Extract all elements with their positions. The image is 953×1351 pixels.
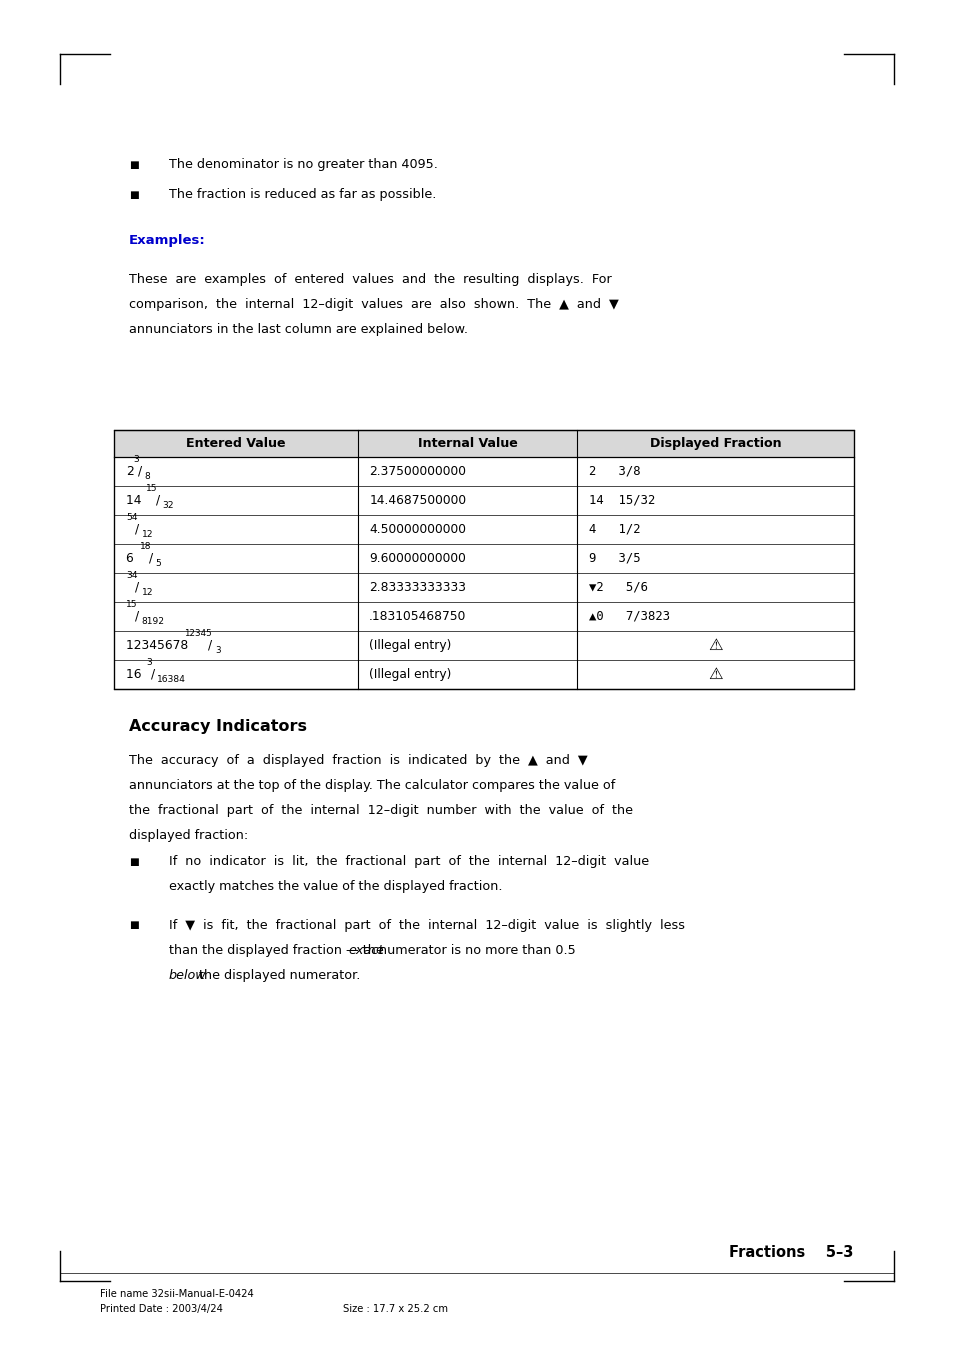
Text: /: /	[138, 465, 142, 478]
Text: ⚠: ⚠	[707, 638, 722, 653]
Text: (Illegal entry): (Illegal entry)	[369, 639, 451, 653]
Text: 4.50000000000: 4.50000000000	[369, 523, 466, 536]
Text: /: /	[135, 523, 139, 536]
Text: 15: 15	[126, 600, 137, 609]
Text: 14: 14	[126, 493, 145, 507]
Text: the  fractional  part  of  the  internal  12–digit  number  with  the  value  of: the fractional part of the internal 12–d…	[129, 804, 632, 817]
Text: ■: ■	[129, 189, 138, 200]
Text: annunciators at the top of the display. The calculator compares the value of: annunciators at the top of the display. …	[129, 780, 615, 792]
Text: 2: 2	[126, 465, 133, 478]
Text: If  no  indicator  is  lit,  the  fractional  part  of  the  internal  12–digit : If no indicator is lit, the fractional p…	[169, 855, 648, 869]
Text: 14  15/32: 14 15/32	[588, 493, 655, 507]
Text: numerator is no more than 0.5: numerator is no more than 0.5	[375, 944, 576, 957]
Text: Printed Date : 2003/4/24: Printed Date : 2003/4/24	[100, 1304, 223, 1315]
Text: exactly matches the value of the displayed fraction.: exactly matches the value of the display…	[169, 881, 502, 893]
Text: 6: 6	[126, 551, 137, 565]
Text: Accuracy Indicators: Accuracy Indicators	[129, 719, 307, 735]
Text: 3: 3	[133, 454, 139, 463]
Text: 8: 8	[144, 471, 150, 481]
Text: (Illegal entry): (Illegal entry)	[369, 667, 451, 681]
Text: 4   1/2: 4 1/2	[588, 523, 639, 536]
Text: File name 32sii-Manual-E-0424: File name 32sii-Manual-E-0424	[100, 1289, 253, 1300]
Text: /: /	[151, 667, 155, 681]
Text: annunciators in the last column are explained below.: annunciators in the last column are expl…	[129, 323, 467, 336]
Text: /: /	[135, 581, 139, 594]
Text: /: /	[150, 551, 153, 565]
Text: 16: 16	[126, 667, 145, 681]
Text: ▲0   7/3823: ▲0 7/3823	[588, 609, 669, 623]
Text: displayed fraction:: displayed fraction:	[129, 830, 248, 842]
Text: The  accuracy  of  a  displayed  fraction  is  indicated  by  the  ▲  and  ▼: The accuracy of a displayed fraction is …	[129, 754, 587, 767]
Text: Size : 17.7 x 25.2 cm: Size : 17.7 x 25.2 cm	[343, 1304, 448, 1315]
Text: If  ▼  is  fit,  the  fractional  part  of  the  internal  12–digit  value  is  : If ▼ is fit, the fractional part of the …	[169, 919, 684, 932]
Text: below: below	[169, 969, 206, 982]
Text: Internal Value: Internal Value	[417, 436, 517, 450]
Text: 14.4687500000: 14.4687500000	[369, 493, 466, 507]
Text: The denominator is no greater than 4095.: The denominator is no greater than 4095.	[169, 158, 437, 172]
Text: 2.83333333333: 2.83333333333	[369, 581, 466, 594]
Text: ■: ■	[129, 159, 138, 170]
Text: 16384: 16384	[157, 676, 186, 685]
Text: Displayed Fraction: Displayed Fraction	[649, 436, 781, 450]
Text: 12345: 12345	[184, 628, 212, 638]
Text: ⚠: ⚠	[707, 667, 722, 682]
Text: The fraction is reduced as far as possible.: The fraction is reduced as far as possib…	[169, 188, 436, 201]
Text: the displayed numerator.: the displayed numerator.	[195, 969, 360, 982]
Text: /: /	[135, 609, 139, 623]
Text: Entered Value: Entered Value	[186, 436, 286, 450]
Text: 8192: 8192	[142, 617, 165, 627]
Text: /: /	[155, 493, 160, 507]
Text: Examples:: Examples:	[129, 234, 205, 247]
Text: ■: ■	[129, 857, 138, 867]
Bar	[114, 430, 853, 689]
Text: 3: 3	[214, 646, 220, 655]
Text: 32: 32	[162, 501, 173, 511]
Text: 54: 54	[126, 512, 137, 521]
Text: ■: ■	[129, 920, 138, 931]
Text: These  are  examples  of  entered  values  and  the  resulting  displays.  For: These are examples of entered values and…	[129, 273, 611, 286]
Bar	[114, 430, 853, 457]
Text: 5: 5	[155, 559, 161, 569]
Text: than the displayed fraction — the: than the displayed fraction — the	[169, 944, 387, 957]
Text: 2   3/8: 2 3/8	[588, 465, 639, 478]
Text: ▼2   5/6: ▼2 5/6	[588, 581, 647, 594]
Text: 34: 34	[126, 570, 137, 580]
Text: 15: 15	[146, 484, 157, 493]
Text: .183105468750: .183105468750	[369, 609, 466, 623]
Text: /: /	[208, 639, 213, 653]
Text: 9.60000000000: 9.60000000000	[369, 551, 466, 565]
Text: 12345678: 12345678	[126, 639, 192, 653]
Text: 18: 18	[140, 542, 152, 551]
Text: 9   3/5: 9 3/5	[588, 551, 639, 565]
Text: 3: 3	[146, 658, 152, 667]
Text: exact: exact	[349, 944, 384, 957]
Text: 12: 12	[142, 588, 153, 597]
Text: Fractions    5–3: Fractions 5–3	[729, 1244, 853, 1260]
Text: 2.37500000000: 2.37500000000	[369, 465, 466, 478]
Text: 12: 12	[142, 530, 153, 539]
Text: comparison,  the  internal  12–digit  values  are  also  shown.  The  ▲  and  ▼: comparison, the internal 12–digit values…	[129, 299, 618, 311]
